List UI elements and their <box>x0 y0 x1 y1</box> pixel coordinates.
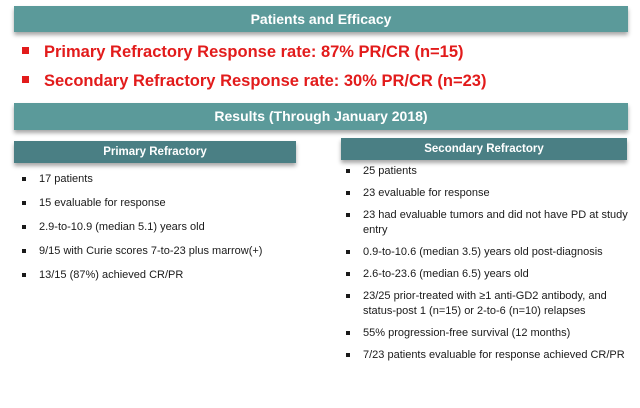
primary-refractory-list: 17 patients 15 evaluable for response 2.… <box>16 172 316 292</box>
list-item: 17 patients <box>16 172 316 187</box>
list-item: 23 evaluable for response <box>340 186 635 201</box>
list-item: 2.6-to-23.6 (median 6.5) years old <box>340 267 635 282</box>
banner-title: Results (Through January 2018) <box>214 108 428 124</box>
list-item: 0.9-to-10.6 (median 3.5) years old post-… <box>340 245 635 260</box>
list-item: 23 had evaluable tumors and did not have… <box>340 208 635 238</box>
secondary-refractory-list: 25 patients 23 evaluable for response 23… <box>340 164 635 370</box>
list-item: 55% progression-free survival (12 months… <box>340 326 635 341</box>
patients-efficacy-banner: Patients and Efficacy <box>14 6 628 32</box>
list-item: 7/23 patients evaluable for response ach… <box>340 348 635 363</box>
list-item: 15 evaluable for response <box>16 196 316 211</box>
headline-text: Secondary Refractory Response rate: 30% … <box>44 72 487 90</box>
column-title: Secondary Refractory <box>424 143 544 155</box>
red-square-bullet-icon <box>22 76 29 84</box>
primary-refractory-header: Primary Refractory <box>14 141 296 163</box>
list-item: 23/25 prior-treated with ≥1 anti-GD2 ant… <box>340 289 635 319</box>
list-item: 9/15 with Curie scores 7-to-23 plus marr… <box>16 244 316 259</box>
headline-text: Primary Refractory Response rate: 87% PR… <box>44 43 464 61</box>
red-square-bullet-icon <box>22 47 29 55</box>
column-title: Primary Refractory <box>103 146 207 158</box>
results-banner: Results (Through January 2018) <box>14 103 628 130</box>
banner-title: Patients and Efficacy <box>250 11 392 27</box>
list-item: 13/15 (87%) achieved CR/PR <box>16 268 316 283</box>
list-item: 25 patients <box>340 164 635 179</box>
primary-response-headline: Primary Refractory Response rate: 87% PR… <box>22 43 464 62</box>
secondary-refractory-header: Secondary Refractory <box>341 138 627 160</box>
secondary-response-headline: Secondary Refractory Response rate: 30% … <box>22 72 486 91</box>
list-item: 2.9-to-10.9 (median 5.1) years old <box>16 220 316 235</box>
